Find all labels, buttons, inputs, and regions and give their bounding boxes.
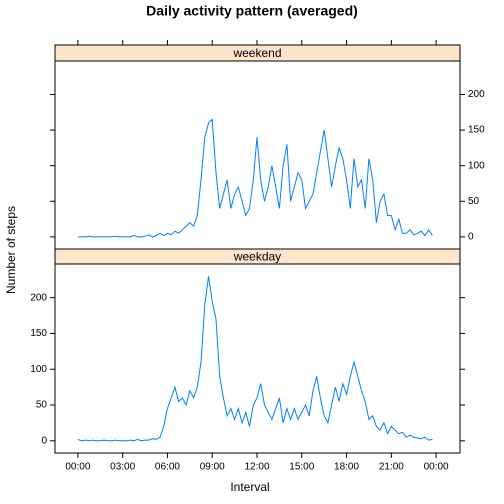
line [77, 118, 433, 238]
x-tick-label: 03:00 [110, 462, 135, 473]
line [77, 276, 433, 442]
x-axis-label: Interval [230, 480, 269, 494]
y-tick-label: 50 [36, 400, 48, 411]
x-tick-label: 09:00 [200, 462, 225, 473]
panel [54, 263, 461, 454]
strip-label: weekday [233, 250, 281, 264]
y-tick-label: 0 [468, 232, 474, 243]
y-tick-label: 50 [468, 196, 480, 207]
chart-title: Daily activity pattern (averaged) [146, 3, 358, 19]
x-tick-label: 18:00 [334, 462, 359, 473]
y-tick-label: 150 [30, 328, 47, 339]
x-tick-label: 15:00 [289, 462, 314, 473]
x-tick-label: 12:00 [244, 462, 269, 473]
x-tick-label: 00:00 [424, 462, 449, 473]
y-axis-label: Number of steps [4, 206, 18, 294]
y-tick-label: 100 [30, 364, 47, 375]
y-tick-label: 0 [41, 435, 47, 446]
y-tick-label: 200 [30, 292, 47, 303]
strip-label: weekend [232, 46, 281, 60]
y-tick-label: 100 [468, 160, 485, 171]
x-tick-label: 06:00 [155, 462, 180, 473]
y-tick-label: 200 [468, 89, 485, 100]
x-tick-label: 21:00 [379, 462, 404, 473]
x-tick-label: 00:00 [65, 462, 90, 473]
y-tick-label: 150 [468, 125, 485, 136]
